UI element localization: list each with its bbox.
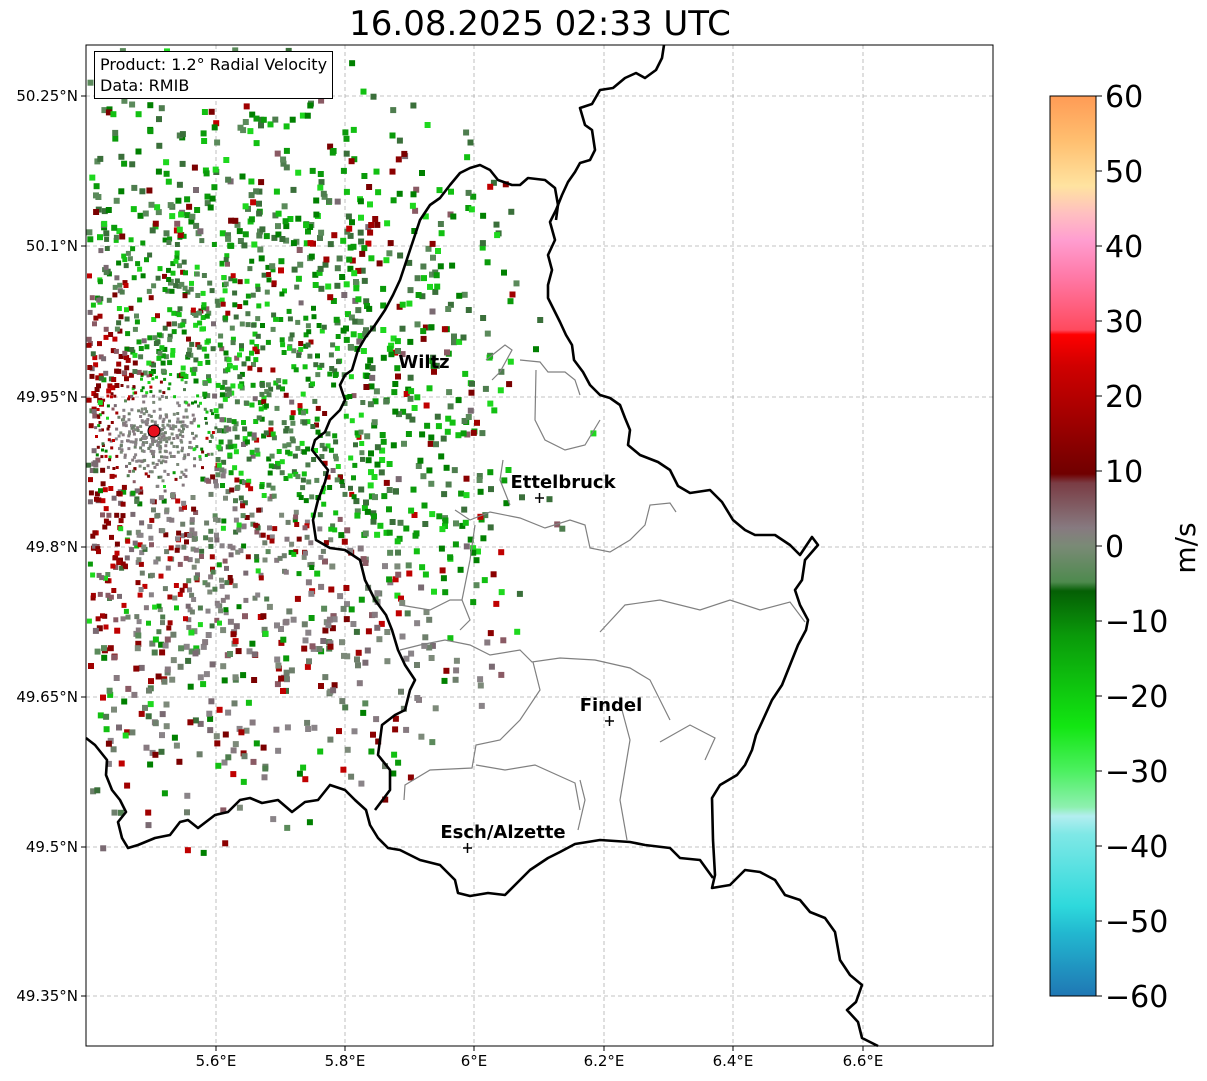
- colorbar: 60 50 40 30 20 10 0 −10 −20 −30 −40 −50 …: [1049, 80, 1202, 1015]
- lon-tick: 6.6°E: [843, 1052, 884, 1070]
- city-findel: Findel: [580, 695, 643, 726]
- lat-tick: 49.65°N: [16, 688, 78, 706]
- colorbar-tick: −20: [1105, 680, 1168, 715]
- lon-tick: 6.2°E: [584, 1052, 625, 1070]
- city-layer: Wiltz Ettelbruck Findel Esch/Alzette: [398, 352, 642, 853]
- lon-tick-labels: 5.6°E 5.8°E 6°E 6.2°E 6.4°E 6.6°E: [196, 1046, 884, 1070]
- map-frame: [86, 45, 993, 1046]
- colorbar-tick: 0: [1105, 530, 1124, 565]
- lat-tick: 50.25°N: [16, 87, 78, 105]
- product-label: Product: 1.2° Radial Velocity: [100, 55, 328, 74]
- city-ettelbruck: Ettelbruck: [510, 472, 617, 503]
- colorbar-tick: −30: [1105, 755, 1168, 790]
- colorbar-tick: 10: [1105, 455, 1143, 490]
- lat-tick: 49.35°N: [16, 987, 78, 1005]
- data-source-label: Data: RMIB: [100, 76, 190, 95]
- colorbar-tick: 30: [1105, 305, 1143, 340]
- radar-site-marker: [147, 424, 161, 438]
- lon-tick: 5.6°E: [196, 1052, 237, 1070]
- colorbar-tick: −10: [1105, 605, 1168, 640]
- lon-tick: 6.4°E: [713, 1052, 754, 1070]
- city-label: Esch/Alzette: [440, 822, 565, 843]
- colorbar-tick: 50: [1105, 155, 1143, 190]
- colorbar-tick: −40: [1105, 830, 1168, 865]
- city-label: Ettelbruck: [510, 472, 616, 493]
- lat-tick: 50.1°N: [26, 237, 78, 255]
- colorbar-tick: 40: [1105, 230, 1143, 265]
- colorbar-unit-label: m/s: [1169, 522, 1202, 573]
- lat-tick: 49.8°N: [26, 538, 78, 556]
- colorbar-tick: 60: [1105, 80, 1143, 115]
- lat-tick: 49.5°N: [26, 838, 78, 856]
- velocity-field: [86, 47, 597, 856]
- colorbar-scale: [1049, 95, 1097, 997]
- lat-tick-labels: 50.25°N 50.1°N 49.95°N 49.8°N 49.65°N 49…: [16, 87, 86, 1005]
- city-wiltz: Wiltz: [398, 352, 449, 373]
- gridlines: [86, 45, 993, 1046]
- map-border: [85, 44, 994, 1047]
- colorbar-tick: −50: [1105, 905, 1168, 940]
- canton-borders: [399, 344, 806, 841]
- lon-tick: 6°E: [461, 1052, 488, 1070]
- lon-tick: 5.8°E: [325, 1052, 366, 1070]
- country-borders: [85, 44, 879, 1048]
- colorbar-tick: 20: [1105, 380, 1143, 415]
- info-box: Product: 1.2° Radial Velocity Data: RMIB: [94, 51, 334, 99]
- city-esch-alzette: Esch/Alzette: [440, 822, 566, 853]
- colorbar-tick: −60: [1105, 980, 1168, 1015]
- city-label: Wiltz: [398, 352, 449, 373]
- map-title: 16.08.2025 02:33 UTC: [349, 4, 731, 44]
- city-label: Findel: [580, 695, 643, 716]
- lat-tick: 49.95°N: [16, 388, 78, 406]
